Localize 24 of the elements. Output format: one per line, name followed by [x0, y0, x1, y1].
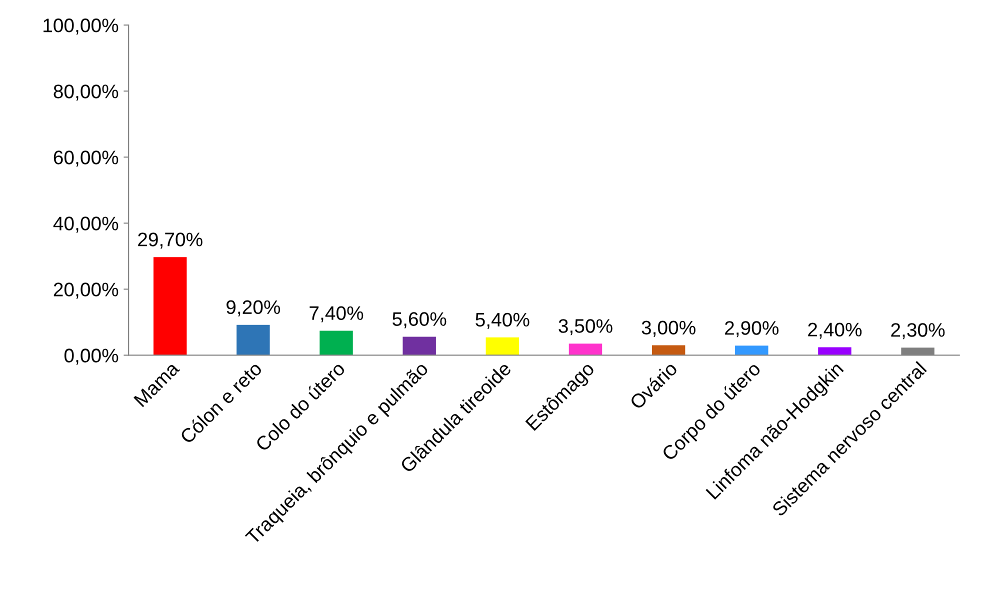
data-label: 29,70%	[138, 232, 202, 249]
bar	[236, 324, 270, 356]
y-tick-label: 60,00%	[54, 150, 118, 167]
bar	[652, 345, 686, 356]
bar	[486, 337, 520, 356]
bar	[320, 330, 353, 356]
bar	[153, 257, 187, 356]
bar	[402, 336, 436, 356]
y-tick-label: 80,00%	[54, 84, 118, 101]
bar	[568, 344, 602, 356]
data-label: 3,00%	[642, 320, 696, 337]
data-label: 9,20%	[226, 300, 280, 316]
data-label: 2,40%	[808, 322, 862, 339]
data-label: 3,50%	[558, 319, 612, 336]
y-tick-label: 20,00%	[54, 282, 118, 299]
data-label: 5,60%	[392, 312, 446, 328]
y-tick-label: 100,00%	[44, 18, 118, 35]
data-label: 7,40%	[310, 306, 364, 322]
bar	[735, 346, 768, 356]
data-label: 2,90%	[725, 321, 779, 338]
data-label: 2,30%	[891, 323, 945, 340]
y-tick-label: 40,00%	[53, 216, 118, 233]
data-label: 5,40%	[476, 312, 530, 329]
y-tick-label: 0,00%	[64, 348, 118, 365]
